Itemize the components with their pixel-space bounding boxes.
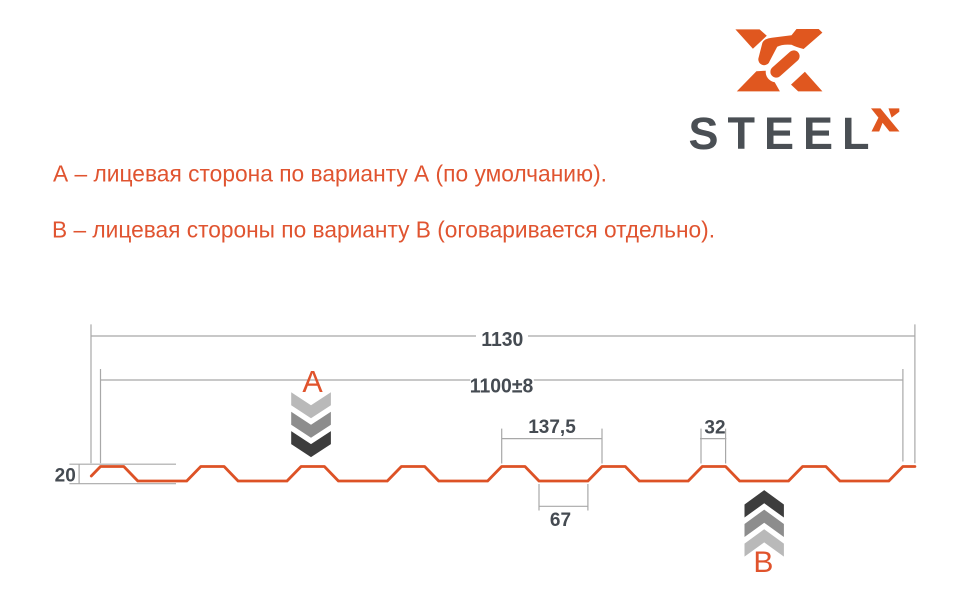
- svg-text:А – лицевая сторона по вариант: А – лицевая сторона по варианту А (по ум…: [53, 160, 607, 186]
- svg-text:STEEL: STEEL: [689, 108, 879, 159]
- svg-text:1130: 1130: [481, 329, 523, 351]
- svg-text:32: 32: [704, 417, 725, 438]
- svg-text:В – лицевая стороны по вариант: В – лицевая стороны по варианту В (огова…: [52, 217, 715, 243]
- svg-text:А: А: [302, 365, 323, 399]
- svg-text:В: В: [753, 546, 773, 579]
- svg-text:137,5: 137,5: [528, 417, 576, 438]
- svg-text:20: 20: [55, 466, 76, 487]
- svg-text:67: 67: [550, 510, 571, 531]
- svg-text:1100±8: 1100±8: [470, 375, 534, 397]
